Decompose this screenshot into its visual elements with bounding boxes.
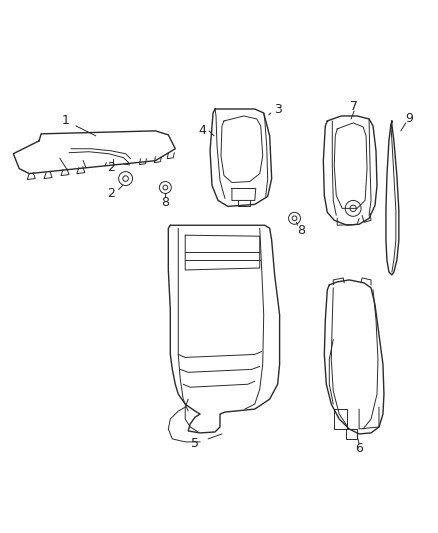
Text: 9: 9: [405, 112, 413, 125]
Text: 2: 2: [107, 187, 115, 200]
Text: 2: 2: [107, 161, 115, 174]
Text: 8: 8: [161, 196, 170, 209]
Text: 6: 6: [355, 442, 363, 455]
Text: 4: 4: [198, 124, 206, 138]
Text: 1: 1: [62, 115, 70, 127]
Text: 5: 5: [191, 438, 199, 450]
Text: 3: 3: [274, 102, 282, 116]
Text: 8: 8: [297, 224, 305, 237]
Text: 7: 7: [350, 100, 358, 112]
